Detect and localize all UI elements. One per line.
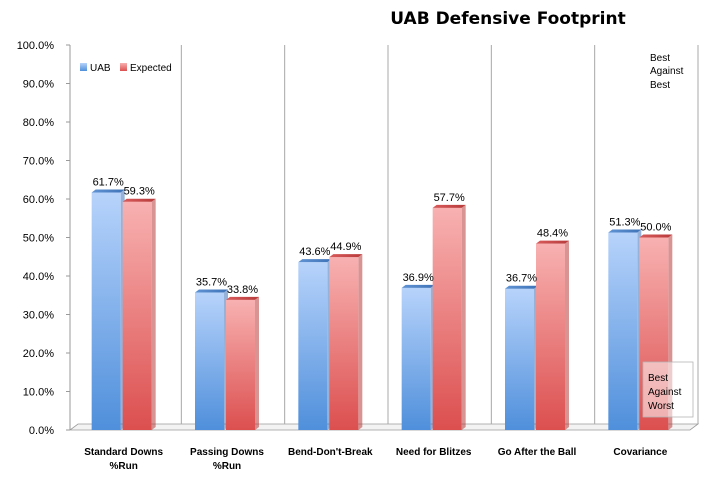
bar-side [358, 254, 363, 430]
y-tick-label: 10.0% [23, 387, 54, 399]
bar-side [461, 204, 466, 430]
annotation-best-against-best: Best Against Best [650, 53, 684, 91]
bar-expected [122, 201, 152, 430]
data-labels: 61.7%59.3% 35.7%33.8% 43.6% 44.9% 36.9% 57.7%… [93, 176, 672, 295]
bar-top [432, 204, 466, 208]
bar-top [608, 229, 642, 233]
bar-side [565, 240, 569, 430]
y-tick-label: 100.0% [17, 40, 55, 52]
legend-swatch [120, 63, 127, 71]
legend: UAB Expected [80, 63, 172, 74]
bar-expected [329, 257, 359, 430]
chart-title: UAB Defensive Footprint [390, 9, 625, 29]
bar-group [91, 189, 673, 430]
bar-uab [608, 232, 638, 430]
data-label: 35.7% [196, 277, 227, 289]
legend-swatch [80, 63, 87, 71]
bar-expected [432, 207, 462, 430]
bar-expected [536, 243, 565, 430]
x-axis: Standard Downs %Run Passing Downs %Run Bend-… [84, 447, 668, 472]
bar-top [639, 234, 673, 238]
x-tick-label: Bend-Don't-Break [288, 447, 373, 458]
bar-top [505, 285, 538, 289]
x-tick-label: Passing Downs [190, 447, 264, 458]
data-label: 50.0% [640, 222, 671, 234]
y-tick-label: 70.0% [23, 156, 54, 168]
annotation-line: Best [648, 373, 668, 384]
legend-label: UAB [90, 63, 111, 74]
bar-side [255, 296, 259, 430]
bar-uab [401, 287, 431, 430]
annotation-line: Worst [648, 401, 674, 412]
y-tick-label: 90.0% [23, 79, 54, 91]
data-label: 59.3% [124, 186, 155, 198]
bar-top [401, 284, 435, 288]
y-tick-label: 50.0% [23, 233, 54, 245]
annotation-line: Best [650, 80, 670, 91]
bar-top [329, 254, 363, 258]
bar-top [226, 296, 259, 300]
bar-top [195, 289, 228, 293]
bar-side [151, 198, 156, 430]
x-tick-label: %Run [109, 461, 137, 472]
bar-expected [226, 299, 255, 430]
data-label: 48.4% [537, 228, 568, 240]
x-tick-label: Standard Downs [84, 447, 163, 458]
annotation-box [642, 361, 694, 418]
x-tick-label: Go After the Ball [498, 447, 577, 458]
annotation-line: Best [650, 53, 670, 64]
data-label: 61.7% [93, 176, 124, 188]
data-label: 36.9% [403, 272, 434, 284]
x-tick-label: %Run [213, 461, 241, 472]
x-tick-label: Covariance [613, 447, 667, 458]
y-tick-label: 60.0% [23, 194, 54, 206]
bar-top [122, 198, 156, 202]
bar-top [536, 240, 569, 244]
bar-top [91, 189, 125, 193]
bar-uab [505, 288, 534, 430]
plot-floor [68, 423, 700, 431]
y-tick-label: 80.0% [23, 117, 54, 129]
bar-uab [195, 292, 224, 430]
bar-uab [298, 262, 328, 430]
annotation-best-against-worst: Best Against Worst [642, 361, 694, 418]
y-tick-label: 20.0% [23, 348, 54, 360]
data-label: 43.6% [299, 246, 330, 258]
data-label: 51.3% [609, 216, 640, 228]
bar-top [298, 259, 332, 263]
annotation-line: Against [650, 66, 684, 77]
x-tick-label: Need for Blitzes [396, 447, 472, 458]
plot-frame [68, 45, 700, 431]
data-label: 36.7% [506, 273, 537, 285]
bar-uab [91, 192, 121, 430]
y-tick-label: 0.0% [29, 425, 54, 437]
y-tick-label: 30.0% [23, 310, 54, 322]
data-label: 57.7% [434, 192, 465, 204]
y-axis: 0.0% 10.0% 20.0% 30.0% 40.0% 50.0% 60.0% 70.0% 8… [17, 40, 70, 437]
annotation-line: Against [648, 387, 682, 398]
y-tick-label: 40.0% [23, 271, 54, 283]
legend-label: Expected [130, 63, 172, 74]
data-label: 33.8% [227, 284, 258, 296]
data-label: 44.9% [330, 241, 361, 253]
